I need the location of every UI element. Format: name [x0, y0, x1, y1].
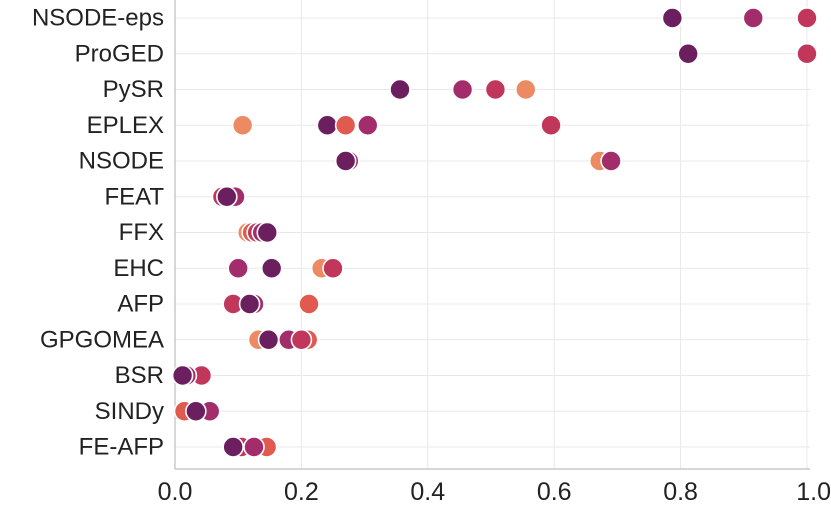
- data-point: [298, 293, 320, 315]
- x-tick-label: 0.6: [537, 478, 572, 506]
- data-point: [256, 221, 279, 244]
- x-tick-label: 1.0: [796, 478, 831, 506]
- category-label: NSODE: [79, 148, 164, 175]
- category-label: EPLEX: [87, 112, 164, 139]
- category-labels: NSODE-eps ProGED PySR EPLEX NSODE FEAT FFX EHC A…: [32, 5, 164, 461]
- data-point: [796, 42, 818, 65]
- data-point: [540, 114, 562, 137]
- x-tick-label: 0.2: [284, 478, 319, 506]
- data-point: [451, 78, 474, 101]
- data-point: [322, 257, 344, 280]
- x-tick-labels: 0.0 0.2 0.4 0.6 0.8 1.0: [158, 478, 831, 506]
- data-point: [677, 42, 699, 65]
- data-point: [231, 114, 254, 137]
- data-point: [796, 7, 818, 29]
- data-points: [171, 7, 818, 458]
- data-point: [222, 436, 244, 458]
- data-point: [389, 78, 411, 101]
- category-label: FFX: [119, 219, 164, 246]
- category-label: AFP: [117, 291, 164, 318]
- category-label: FE-AFP: [79, 434, 164, 461]
- data-point: [171, 364, 194, 387]
- data-point: [742, 7, 765, 29]
- axes: [174, 0, 810, 470]
- data-point: [334, 114, 357, 137]
- gridlines: [175, 0, 810, 469]
- category-label: BSR: [115, 362, 164, 389]
- data-point: [484, 78, 507, 101]
- category-label: NSODE-eps: [32, 5, 164, 32]
- x-tick-label: 0.8: [663, 478, 698, 506]
- data-point: [216, 185, 238, 208]
- data-point: [334, 150, 357, 172]
- category-label: FEAT: [104, 183, 164, 210]
- data-point: [661, 7, 684, 29]
- data-point: [238, 293, 261, 315]
- data-point: [514, 78, 537, 101]
- data-point: [185, 400, 207, 423]
- x-tick-label: 0.4: [410, 478, 445, 506]
- data-point: [257, 328, 280, 351]
- data-point: [243, 436, 265, 458]
- data-point: [290, 328, 313, 351]
- x-tick-label: 0.0: [158, 478, 193, 506]
- category-label: GPGOMEA: [40, 326, 164, 353]
- data-point: [227, 257, 249, 280]
- category-label: ProGED: [75, 40, 164, 67]
- category-label: SINDy: [95, 398, 164, 425]
- data-point: [316, 114, 339, 137]
- category-label: EHC: [113, 255, 164, 282]
- data-point: [356, 114, 379, 137]
- data-point: [600, 150, 622, 172]
- data-point: [260, 257, 283, 280]
- category-label: PySR: [103, 76, 164, 103]
